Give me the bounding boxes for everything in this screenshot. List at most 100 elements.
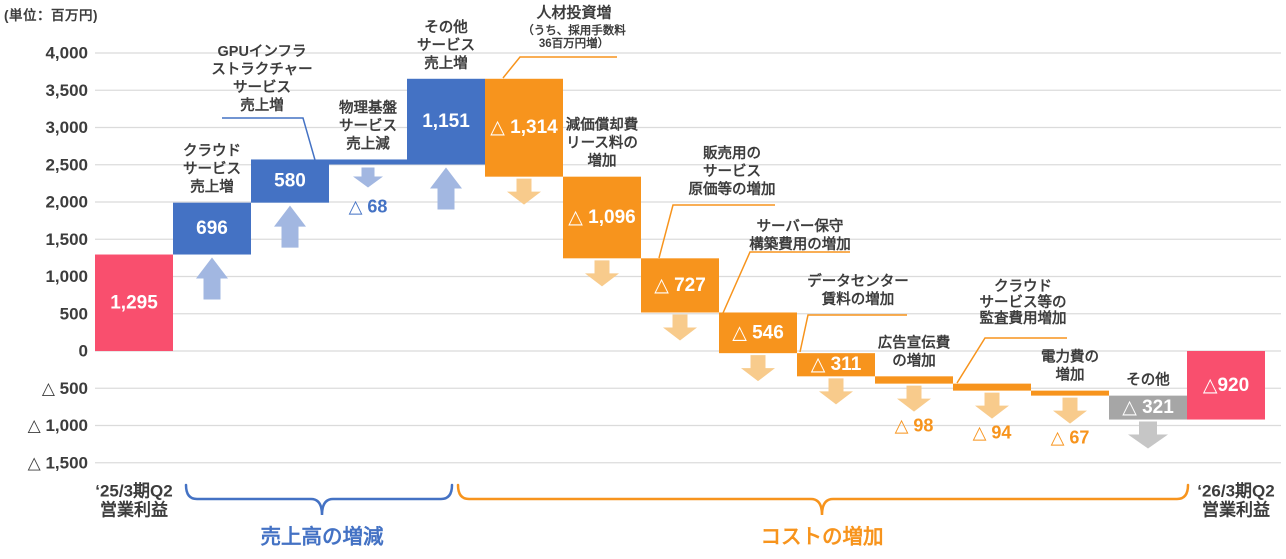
- arrow-down-depreciation-lease-expense-increase: [585, 260, 619, 287]
- bar-fy26-q2-operating-profit: [1187, 351, 1265, 420]
- label-depreciation-lease-expense-increase: リース料の: [566, 134, 638, 152]
- label-advertising-expense-increase: 広告宣伝費: [878, 333, 951, 351]
- y-tick-label: 0: [79, 342, 88, 361]
- label-cloud-service-revenue-increase: サービス: [183, 161, 241, 178]
- y-tick-label: 2,000: [45, 193, 88, 212]
- arrow-down-server-maintenance-build-cost-increase: [741, 355, 775, 382]
- axis-label-fy25-q2-operating-profit: ‘25/3期Q2: [95, 482, 173, 501]
- unit-label: (単位：百万円): [4, 8, 98, 23]
- label-datacenter-rent-increase: データセンター: [807, 272, 909, 290]
- leader-line-cloud-service-audit-cost-increase: [956, 337, 1067, 384]
- sublabel-personnel-investment-increase: 36百万円増）: [539, 36, 609, 50]
- value-others: △ 321: [1122, 397, 1174, 418]
- group-label-cost-increase-group: コストの増加: [761, 525, 884, 549]
- label-depreciation-lease-expense-increase: 増加: [588, 152, 617, 170]
- bar-personnel-investment-increase: [485, 78, 563, 177]
- y-tick-label: 3,000: [45, 118, 88, 137]
- bar-server-maintenance-build-cost-increase: [719, 312, 797, 354]
- label-depreciation-lease-expense-increase: 減価償却費: [566, 116, 639, 134]
- label-physical-infrastructure-service-revenue-decrease: 物理基盤: [339, 98, 397, 116]
- label-gpu-infrastructure-service-revenue-increase: 売上増: [240, 96, 284, 114]
- y-tick-label: △ 500: [42, 379, 88, 398]
- arrow-up-gpu-infrastructure-service-revenue-increase: [274, 205, 306, 248]
- label-electricity-cost-increase: 増加: [1056, 366, 1085, 384]
- label-gpu-infrastructure-service-revenue-increase: サービス: [233, 79, 291, 96]
- arrow-down-physical-infrastructure-service-revenue-decrease: [353, 167, 383, 188]
- label-sales-service-cost-increase: サービス: [703, 163, 761, 180]
- value-depreciation-lease-expense-increase: △ 1,096: [568, 207, 635, 228]
- label-cloud-service-revenue-increase: 売上増: [190, 178, 234, 196]
- arrow-down-electricity-cost-increase: [1053, 397, 1087, 424]
- value-fy25-q2-operating-profit: 1,295: [110, 292, 158, 313]
- label-physical-infrastructure-service-revenue-decrease: 売上減: [346, 134, 390, 152]
- label-other-service-revenue-increase: その他: [424, 18, 468, 36]
- arrow-down-datacenter-rent-increase: [819, 378, 853, 405]
- value-personnel-investment-increase: △ 1,314: [490, 117, 558, 138]
- label-gpu-infrastructure-service-revenue-increase: ストラクチャー: [211, 61, 312, 78]
- label-electricity-cost-increase: 電力費の: [1041, 348, 1099, 366]
- axis-label-fy26-q2-operating-profit: ‘26/3期Q2: [1197, 482, 1275, 501]
- label-server-maintenance-build-cost-increase: 構築費用の増加: [749, 235, 851, 253]
- leader-line-datacenter-rent-increase: [799, 314, 907, 353]
- leader-line-server-maintenance-build-cost-increase: [722, 251, 850, 314]
- label-personnel-investment-increase: 人材投資増: [536, 4, 611, 22]
- label-cloud-service-audit-cost-increase: 監査費用増加: [980, 309, 1067, 327]
- bar-other-service-revenue-increase: [407, 78, 485, 165]
- value-server-maintenance-build-cost-increase: △ 546: [732, 322, 784, 343]
- label-datacenter-rent-increase: 賃料の増加: [821, 290, 895, 308]
- label-gpu-infrastructure-service-revenue-increase: GPUインフラ: [218, 44, 307, 60]
- value-datacenter-rent-increase: △ 311: [811, 354, 862, 375]
- value-electricity-cost-increase: △ 67: [1051, 428, 1090, 448]
- y-tick-label: △ 1,500: [28, 453, 88, 472]
- arrow-up-other-service-revenue-increase: [430, 167, 462, 210]
- brace-revenue-change-group: [184, 483, 454, 516]
- leader-line-sales-service-cost-increase: [658, 204, 775, 259]
- label-advertising-expense-increase: の増加: [892, 351, 936, 369]
- group-label-revenue-change-group: 売上高の増減: [261, 525, 384, 549]
- y-tick-label: △ 1,000: [28, 416, 88, 435]
- y-tick-label: 1,000: [45, 267, 88, 286]
- axis-label-fy25-q2-operating-profit: 営業利益: [100, 500, 168, 520]
- arrow-down-sales-service-cost-increase: [663, 314, 697, 341]
- value-advertising-expense-increase: △ 98: [895, 416, 934, 436]
- label-others: その他: [1126, 371, 1170, 389]
- arrow-down-personnel-investment-increase: [507, 178, 541, 205]
- bar-datacenter-rent-increase: [797, 353, 875, 377]
- bar-gpu-infrastructure-service-revenue-increase: [251, 159, 329, 203]
- value-other-service-revenue-increase: 1,151: [422, 111, 470, 132]
- label-other-service-revenue-increase: サービス: [417, 37, 475, 54]
- label-sales-service-cost-increase: 原価等の増加: [689, 180, 776, 198]
- value-fy26-q2-operating-profit: △920: [1203, 375, 1249, 396]
- y-tick-label: 4,000: [45, 44, 88, 63]
- label-cloud-service-revenue-increase: クラウド: [183, 143, 241, 160]
- axis-label-fy26-q2-operating-profit: 営業利益: [1202, 500, 1270, 520]
- bar-cloud-service-audit-cost-increase: [953, 383, 1031, 391]
- bar-cloud-service-revenue-increase: [173, 202, 251, 255]
- bar-electricity-cost-increase: [1031, 390, 1109, 396]
- brace-cost-increase-group: [456, 483, 1190, 516]
- arrow-down-advertising-expense-increase: [897, 385, 931, 412]
- label-cloud-service-audit-cost-increase: サービス等の: [980, 293, 1067, 311]
- y-tick-label: 500: [60, 304, 88, 323]
- value-cloud-service-revenue-increase: 696: [196, 218, 228, 239]
- leader-line-personnel-investment-increase: [502, 56, 617, 79]
- label-other-service-revenue-increase: 売上増: [424, 54, 468, 72]
- bar-others: [1109, 395, 1187, 420]
- value-physical-infrastructure-service-revenue-decrease: △ 68: [349, 197, 388, 217]
- bar-sales-service-cost-increase: [641, 258, 719, 313]
- label-cloud-service-audit-cost-increase: クラウド: [994, 278, 1052, 295]
- label-sales-service-cost-increase: 販売用の: [703, 144, 761, 162]
- leader-line-gpu-infrastructure-service-revenue-increase: [222, 117, 316, 161]
- sublabel-personnel-investment-increase: （うち、採用手数料: [522, 23, 626, 37]
- y-tick-label: 3,500: [45, 81, 88, 100]
- y-tick-label: 2,500: [45, 155, 88, 174]
- bar-fy25-q2-operating-profit: [95, 254, 173, 351]
- bar-depreciation-lease-expense-increase: [563, 176, 641, 259]
- label-server-maintenance-build-cost-increase: サーバー保守: [757, 217, 844, 235]
- arrow-down-cloud-service-audit-cost-increase: [975, 392, 1009, 419]
- value-sales-service-cost-increase: △ 727: [654, 275, 706, 296]
- value-gpu-infrastructure-service-revenue-increase: 580: [274, 171, 306, 192]
- bar-physical-infrastructure-service-revenue-decrease: [329, 159, 407, 165]
